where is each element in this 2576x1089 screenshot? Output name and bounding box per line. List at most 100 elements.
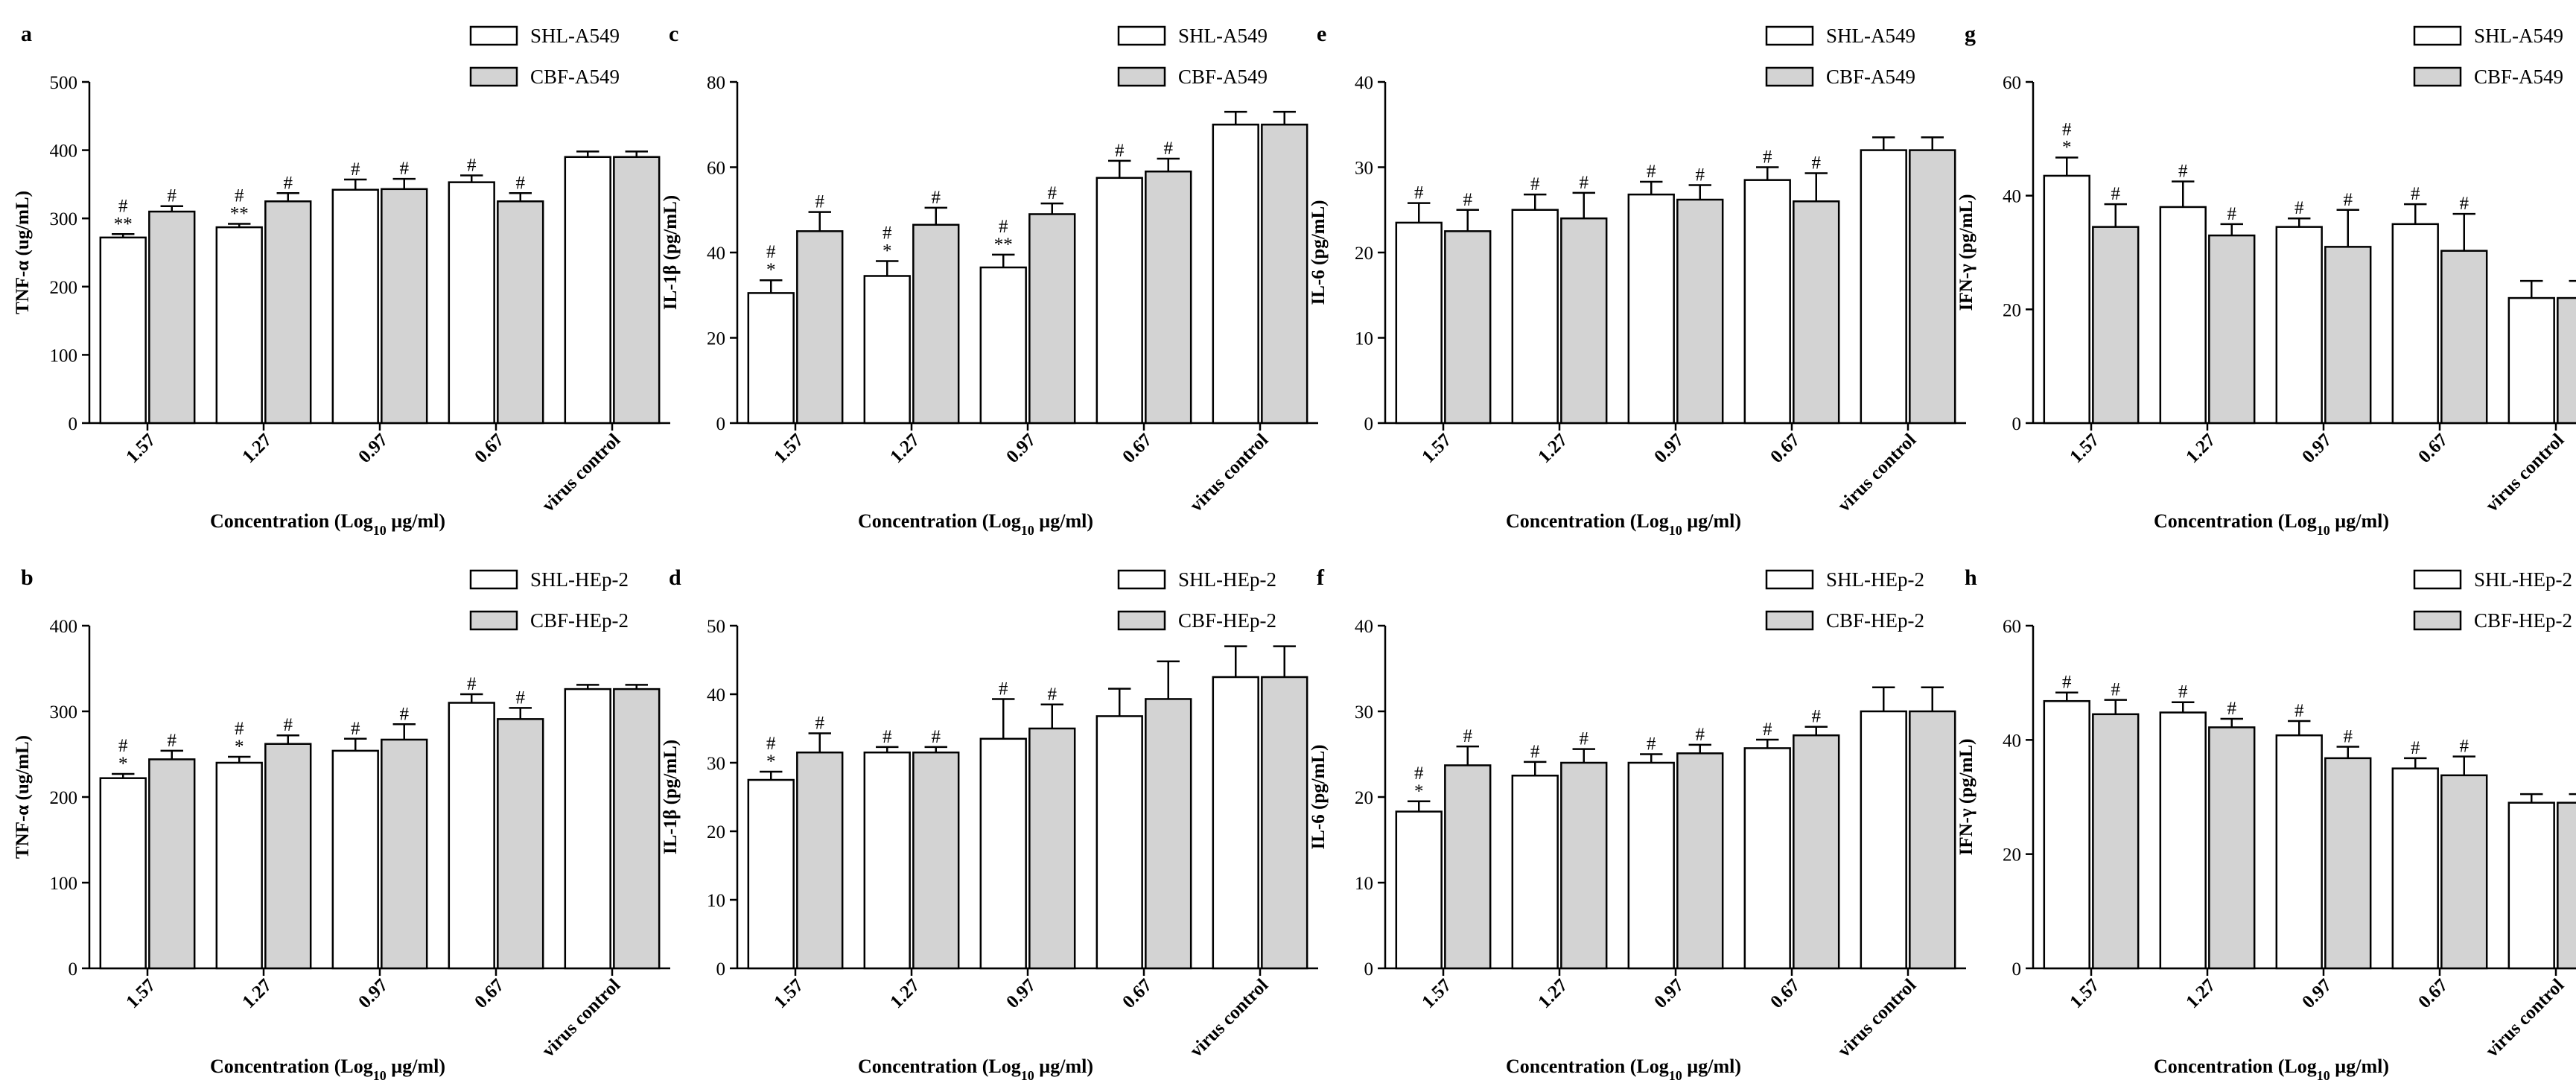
legend-label: SHL-HEp-2 [1826, 568, 1924, 591]
bar [2391, 767, 2439, 970]
bar [2507, 801, 2555, 970]
x-tick-label: virus control [1834, 430, 1921, 516]
significance-mark: # [1812, 153, 1822, 174]
x-tick-label: 0.67 [1119, 430, 1156, 467]
significance-mark: # [1048, 685, 1058, 705]
significance-mark: * [766, 752, 776, 772]
x-axis-label-text: Concentration (Log [858, 510, 1021, 532]
y-tick-label: 0 [2012, 959, 2022, 980]
x-axis-label-unit: µg/ml) [387, 1055, 445, 1077]
y-tick-label: 20 [2003, 845, 2021, 866]
bar [912, 751, 960, 970]
y-tick-label: 40 [2003, 187, 2021, 207]
y-tick-label: 400 [50, 142, 78, 162]
bar [2557, 801, 2576, 970]
significance-mark: * [882, 241, 892, 261]
significance-mark: # [2111, 680, 2121, 700]
bar [1028, 727, 1076, 970]
x-axis-label-text: Concentration (Log [2154, 510, 2317, 532]
bar [747, 778, 795, 970]
significance-mark: # [766, 242, 776, 262]
significance-mark: # [516, 688, 526, 708]
significance-mark: * [2062, 138, 2072, 158]
x-axis-label-unit: µg/ml) [2330, 1055, 2389, 1077]
legend-swatch [1117, 25, 1166, 46]
y-tick-label: 20 [707, 822, 725, 842]
x-tick-label: virus control [1186, 975, 1273, 1061]
significance-mark: # [2411, 738, 2420, 758]
x-tick-label: 0.67 [1766, 975, 1804, 1012]
significance-mark: # [999, 679, 1008, 699]
y-tick-label: 20 [707, 329, 725, 349]
x-axis-label-unit: µg/ml) [387, 510, 445, 532]
x-tick-label: 1.27 [886, 430, 923, 467]
bar [1444, 764, 1492, 970]
x-tick-label: virus control [1186, 430, 1273, 516]
bar [1095, 715, 1143, 970]
x-tick-label: 0.97 [1650, 975, 1688, 1012]
significance-mark: # [2178, 162, 2188, 182]
bar [1743, 747, 1791, 970]
panel-letter: e [1317, 22, 1326, 46]
significance-mark: # [284, 715, 293, 735]
x-axis-label-subscript: 10 [2317, 523, 2330, 538]
bar [863, 275, 911, 425]
significance-mark: # [2460, 194, 2470, 214]
y-tick-label: 40 [2003, 731, 2021, 751]
legend-swatch [469, 25, 518, 46]
bar [1676, 752, 1724, 970]
bar [148, 758, 196, 970]
x-axis-label-unit: µg/ml) [1034, 510, 1093, 532]
bar [2440, 250, 2488, 425]
bar [2557, 296, 2576, 425]
legend-label: SHL-A549 [1178, 25, 1268, 47]
bar [1444, 230, 1492, 425]
significance-mark: ** [114, 214, 133, 234]
x-tick-label: 1.57 [1418, 430, 1455, 467]
bar [1095, 177, 1143, 425]
x-tick-label: 1.27 [238, 975, 276, 1012]
bar [1909, 149, 1956, 425]
significance-mark: # [1647, 162, 1656, 182]
bar [148, 210, 196, 425]
significance-mark: # [999, 217, 1008, 237]
x-tick-label: 0.67 [471, 430, 508, 467]
legend-swatch [1765, 66, 1814, 87]
x-axis-label-text: Concentration (Log [210, 510, 373, 532]
legend-swatch [469, 610, 518, 631]
significance-mark: # [1696, 165, 1705, 185]
legend-label: SHL-A549 [1826, 25, 1915, 47]
bar [2507, 296, 2555, 425]
x-axis-label-unit: µg/ml) [1682, 510, 1741, 532]
bar [1145, 170, 1192, 425]
bar [1793, 200, 1840, 425]
y-tick-label: 300 [50, 702, 78, 723]
significance-mark: # [1530, 174, 1540, 194]
y-tick-label: 0 [69, 959, 78, 980]
legend-label: SHL-HEp-2 [2474, 568, 2572, 591]
bar [1028, 213, 1076, 425]
legend-swatch [1117, 66, 1166, 87]
legend-label: CBF-HEp-2 [2474, 609, 2572, 632]
significance-mark: # [467, 155, 477, 175]
bar [1793, 734, 1840, 970]
bar [747, 292, 795, 425]
bar [613, 156, 661, 425]
x-axis-label: Concentration (Log10 µg/ml) [1506, 510, 1741, 538]
y-tick-label: 40 [1355, 617, 1373, 637]
x-tick-label: 0.97 [1002, 975, 1040, 1012]
significance-mark: # [1763, 147, 1772, 168]
bar [796, 230, 844, 425]
legend-label: CBF-HEp-2 [1178, 609, 1276, 632]
significance-mark: ** [994, 235, 1013, 255]
significance-mark: # [2111, 184, 2121, 204]
y-tick-label: 40 [707, 685, 725, 705]
y-tick-label: 60 [707, 159, 725, 179]
y-tick-label: 0 [2012, 414, 2022, 434]
significance-mark: # [1164, 139, 1174, 159]
bar [1511, 775, 1559, 970]
significance-mark: * [235, 737, 244, 757]
y-tick-label: 60 [2003, 617, 2021, 637]
x-tick-label: 1.27 [1534, 975, 1571, 1012]
